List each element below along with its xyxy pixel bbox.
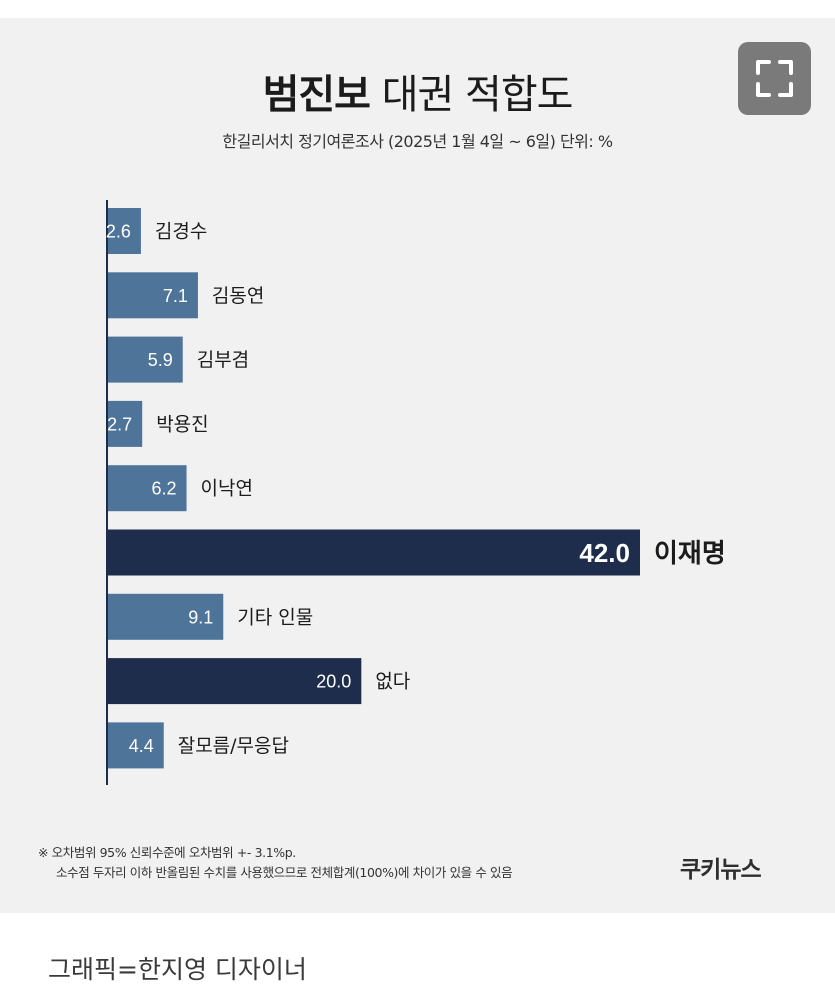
chart-title-bold: 범진보: [262, 72, 371, 118]
bar-category-label-4: 이낙연: [201, 478, 253, 500]
expand-icon: [756, 60, 793, 97]
publisher-logo: 쿠키뉴스: [680, 857, 762, 883]
bar-2: [108, 336, 183, 383]
bar-value-label-7: 20.0: [316, 672, 351, 692]
bar-7: [108, 658, 362, 705]
graphic-credit: 그래픽=한지영 디자이너: [48, 955, 307, 984]
bar-category-label-6: 기타 인물: [237, 606, 313, 628]
bar-category-label-0: 김경수: [155, 220, 207, 242]
footnote-line-2: 소수점 두자리 이하 반올림된 수치를 사용했으므로 전체합계(100%)에 차…: [56, 865, 513, 880]
bar-category-label-2: 김부겸: [197, 349, 249, 371]
bar-value-label-8: 4.4: [129, 736, 154, 756]
bar-value-label-5: 42.0: [579, 538, 630, 568]
bar-value-label-2: 5.9: [148, 350, 173, 370]
bar-category-label-8: 잘모름/무응답: [178, 735, 289, 757]
chart-title: 범진보 대권 적합도: [0, 62, 835, 120]
bar-value-label-6: 9.1: [188, 607, 213, 627]
bar-8: [108, 722, 164, 769]
footnote-line-1: ※ 오차범위 95% 신뢰수준에 오차범위 +- 3.1%p.: [38, 845, 296, 860]
bar-5: [108, 529, 640, 576]
expand-button[interactable]: [738, 42, 811, 115]
bar-3: [108, 400, 143, 447]
bar-0: [108, 208, 141, 254]
bar-1: [108, 272, 198, 319]
bar-6: [108, 593, 224, 640]
bar-category-label-1: 김동연: [212, 285, 264, 307]
bar-4: [108, 465, 187, 512]
footnote: ※ 오차범위 95% 신뢰수준에 오차범위 +- 3.1%p. 소수점 두자리 …: [38, 843, 513, 883]
bar-category-label-3: 박용진: [156, 413, 208, 435]
bar-value-label-1: 7.1: [163, 286, 188, 306]
chart-title-rest: 대권 적합도: [381, 72, 574, 118]
bar-value-label-4: 6.2: [152, 479, 177, 499]
bar-value-label-0: 2.6: [106, 221, 131, 241]
bar-value-label-3: 2.7: [107, 414, 132, 434]
bar-category-label-7: 없다: [375, 671, 410, 693]
bar-category-label-5: 이재명: [654, 539, 726, 569]
chart-subtitle: 한길리서치 정기여론조사 (2025년 1월 4일 ~ 6일) 단위: %: [222, 132, 613, 151]
